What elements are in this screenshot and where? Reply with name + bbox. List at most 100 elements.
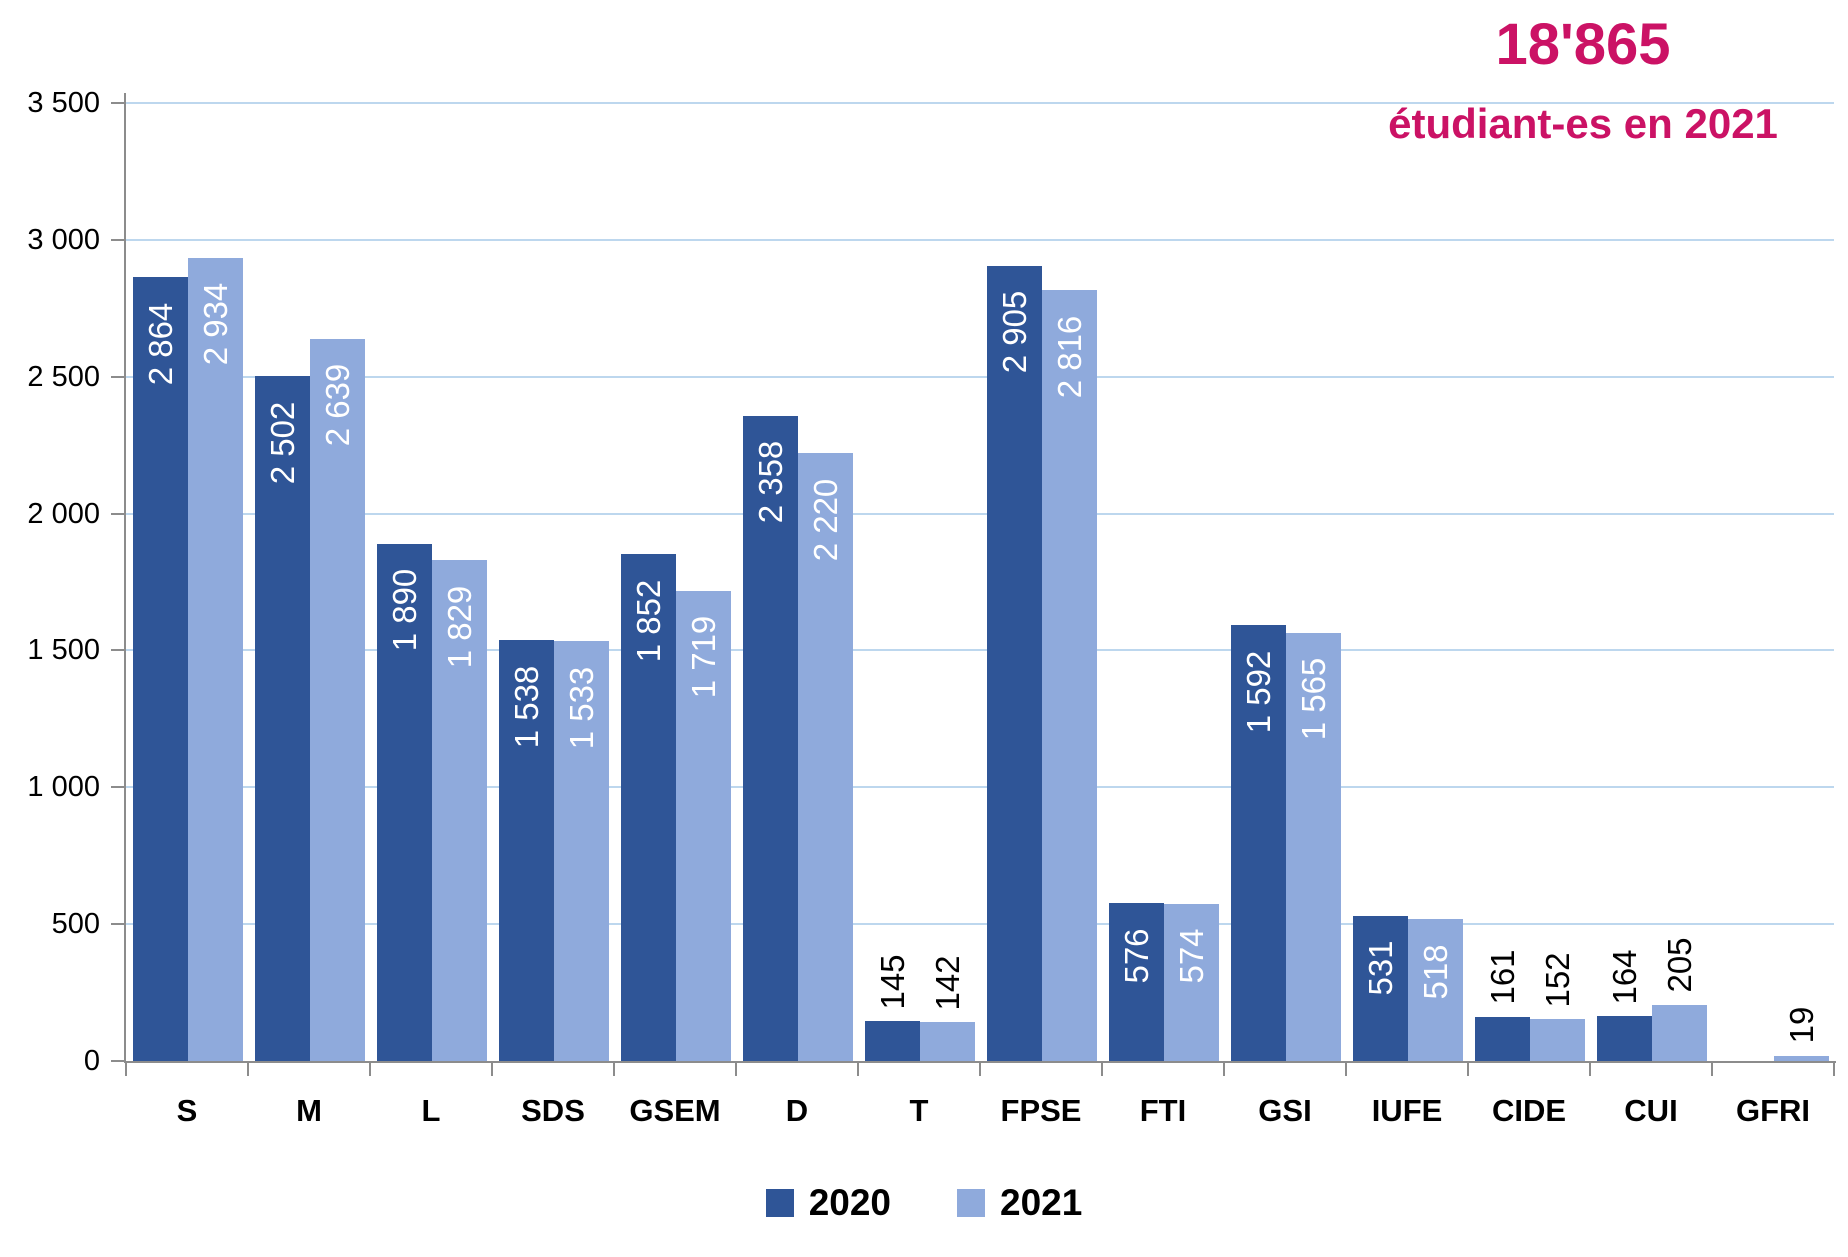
legend-item-2020: 2020 (765, 1182, 891, 1224)
x-axis-label-L: L (421, 1093, 441, 1128)
bar-value-label-2020-GSEM: 1 852 (629, 579, 667, 662)
x-axis-label-CIDE: CIDE (1491, 1093, 1567, 1128)
bar-value-label-2020-M: 2 502 (263, 401, 301, 484)
gridline (126, 923, 1834, 926)
legend-label-2021: 2021 (1000, 1182, 1083, 1223)
y-tick-label: 0 (83, 1045, 100, 1077)
x-tick (1711, 1063, 1713, 1076)
bar-value-label-2021-CUI: 205 (1660, 937, 1698, 993)
y-tick (111, 923, 124, 926)
bar-2020-M (255, 376, 310, 1061)
bar-value-label-2020-FTI: 576 (1117, 928, 1155, 984)
gridline (126, 375, 1834, 378)
y-tick-label: 3 500 (27, 87, 100, 119)
legend-item-2021: 2021 (957, 1182, 1082, 1224)
y-tick-label: 1 000 (27, 771, 100, 804)
bar-value-label-2021-IUFE: 518 (1416, 944, 1454, 1000)
x-tick (613, 1063, 615, 1076)
bar-2020-D (743, 415, 798, 1061)
bar-value-label-2020-GSI: 1 592 (1239, 650, 1277, 734)
x-tick (1101, 1063, 1103, 1076)
y-tick-label: 3 000 (27, 223, 100, 256)
x-axis-label-GSI: GSI (1258, 1093, 1312, 1128)
gridline (126, 102, 1834, 105)
bar-2021-GSI (1286, 632, 1341, 1061)
bar-2021-GSEM (676, 590, 731, 1061)
x-tick (1223, 1063, 1225, 1076)
x-axis-label-SDS: SDS (521, 1093, 585, 1128)
x-tick (491, 1063, 493, 1076)
bar-value-label-2021-FTI: 574 (1172, 928, 1210, 984)
bar-value-label-2021-FPSE: 2 816 (1050, 315, 1088, 399)
y-tick-label: 500 (51, 908, 100, 941)
chart-subtitle: étudiant-es en 2021 (1388, 100, 1778, 147)
bar-value-label-2021-GSI: 1 565 (1294, 657, 1332, 741)
x-axis-line (124, 1061, 1836, 1063)
gridline (126, 512, 1834, 515)
y-tick-label: 2 000 (27, 497, 100, 530)
y-tick (111, 786, 124, 789)
bar-value-label-2021-L: 1 829 (440, 585, 478, 669)
bar-value-label-2021-S: 2 934 (196, 283, 234, 366)
gridline (126, 786, 1834, 789)
bar-2020-CIDE (1475, 1016, 1530, 1061)
bar-value-label-2021-GFRI: 19 (1782, 1006, 1820, 1044)
x-tick (857, 1063, 859, 1076)
bar-value-label-2020-T: 145 (873, 954, 911, 1010)
bar-value-label-2020-CUI: 164 (1605, 949, 1643, 1005)
bar-value-label-2020-D: 2 358 (751, 440, 789, 524)
gridline (126, 238, 1834, 241)
x-tick (247, 1063, 249, 1076)
bar-value-label-2020-CIDE: 161 (1483, 949, 1521, 1005)
x-tick (1589, 1063, 1591, 1076)
x-axis-label-FPSE: FPSE (1000, 1093, 1082, 1128)
bar-2021-T (920, 1022, 975, 1061)
bar-value-label-2021-CIDE: 152 (1538, 952, 1576, 1008)
chart-legend: 2020 2021 (0, 1182, 1848, 1224)
bar-2021-FPSE (1042, 290, 1097, 1061)
bar-value-label-2020-L: 1 890 (385, 568, 423, 652)
x-axis-label-GFRI: GFRI (1735, 1093, 1811, 1128)
y-tick (111, 649, 124, 652)
x-tick (1345, 1063, 1347, 1076)
bar-2020-GSEM (621, 554, 676, 1061)
legend-label-2020: 2020 (808, 1182, 891, 1223)
x-tick (979, 1063, 981, 1076)
bar-2020-T (865, 1021, 920, 1061)
bar-value-label-2021-GSEM: 1 719 (684, 615, 722, 699)
x-axis-label-D: D (785, 1093, 809, 1128)
bar-2021-CUI (1652, 1004, 1707, 1061)
y-tick-label: 2 500 (27, 360, 100, 393)
bar-value-label-2021-T: 142 (928, 955, 966, 1011)
legend-swatch-2021 (957, 1189, 985, 1217)
legend-swatch-2020 (765, 1189, 794, 1217)
bar-2020-CUI (1597, 1016, 1652, 1061)
x-axis-label-M: M (296, 1093, 322, 1128)
y-tick-label: 1 500 (27, 634, 100, 667)
bar-value-label-2020-SDS: 1 538 (507, 665, 545, 748)
x-axis-label-IUFE: IUFE (1371, 1093, 1443, 1128)
chart-title-block: 18'865 étudiant-es en 2021 (1283, 12, 1848, 148)
bar-2021-IUFE (1408, 919, 1463, 1061)
bar-value-label-2020-FPSE: 2 905 (995, 291, 1033, 374)
bar-2021-M (310, 338, 365, 1061)
bar-2020-GSI (1231, 625, 1286, 1061)
bar-value-label-2020-IUFE: 531 (1361, 940, 1399, 996)
gridline (126, 649, 1834, 652)
bar-2020-SDS (499, 640, 554, 1061)
x-tick (735, 1063, 737, 1076)
plot-area: 2 864 2 934 2 502 2 639 1 890 1 829 1 538 1 533… (126, 102, 1834, 1061)
x-tick (1833, 1063, 1835, 1076)
bar-2021-L (432, 560, 487, 1061)
y-tick (111, 512, 124, 515)
bar-2021-SDS (554, 641, 609, 1061)
y-tick (111, 238, 124, 241)
x-tick (125, 1063, 127, 1076)
bar-value-label-2021-SDS: 1 533 (562, 666, 600, 750)
chart-title: 18'865 (1495, 12, 1671, 77)
bar-value-label-2021-M: 2 639 (318, 363, 356, 447)
bar-2021-GFRI (1774, 1055, 1829, 1061)
x-axis-label-CUI: CUI (1624, 1093, 1678, 1128)
bar-2020-FPSE (987, 265, 1042, 1061)
